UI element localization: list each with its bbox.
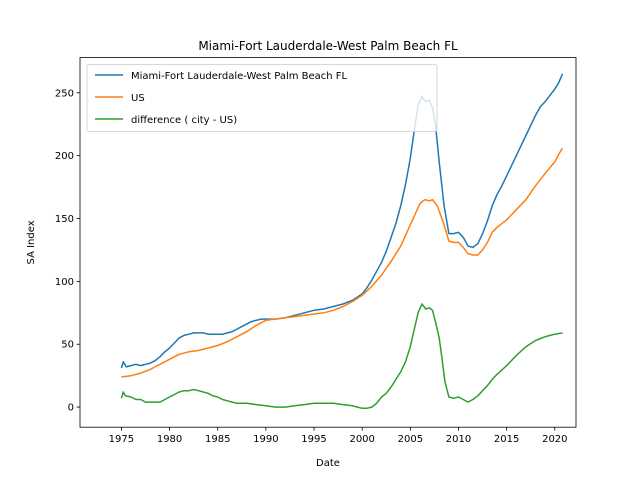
y-axis-label: SA Index [26,220,37,264]
y-tick-label: 50 [61,340,74,351]
x-tick-label: 1975 [109,434,134,445]
x-axis-label: Date [316,458,340,469]
x-axis: 1975 1980 1985 1990 1995 2000 2005 2010 2015 2020 [109,427,568,445]
y-tick-label: 200 [55,151,74,162]
x-tick-label: 1995 [301,434,326,445]
x-tick-label: 1985 [205,434,230,445]
y-axis: 0 50 100 150 200 250 [55,88,80,414]
x-tick-label: 1980 [157,434,182,445]
y-tick-label: 0 [68,403,74,414]
x-tick-label: 1990 [253,434,278,445]
y-tick-label: 100 [55,277,74,288]
legend-label-miami: Miami-Fort Lauderdale-West Palm Beach FL [131,71,348,82]
legend-box [86,64,438,132]
legend-label-us: US [131,93,145,104]
series-line-1 [121,147,564,378]
x-tick-label: 2020 [542,434,567,445]
plot-lines [120,73,564,410]
legend: Miami-Fort Lauderdale-West Palm Beach FL… [86,64,438,132]
y-tick-label: 150 [55,214,74,225]
y-tick-label: 250 [55,88,74,99]
x-tick-label: 2015 [494,434,519,445]
series-line-2 [120,303,563,410]
chart-title: Miami-Fort Lauderdale-West Palm Beach FL [198,39,458,53]
series-line-0 [120,73,564,369]
x-tick-label: 2005 [398,434,423,445]
x-tick-label: 2000 [349,434,374,445]
x-tick-label: 2010 [446,434,471,445]
legend-label-difference: difference ( city - US) [131,115,237,126]
plot-frame [79,57,577,428]
